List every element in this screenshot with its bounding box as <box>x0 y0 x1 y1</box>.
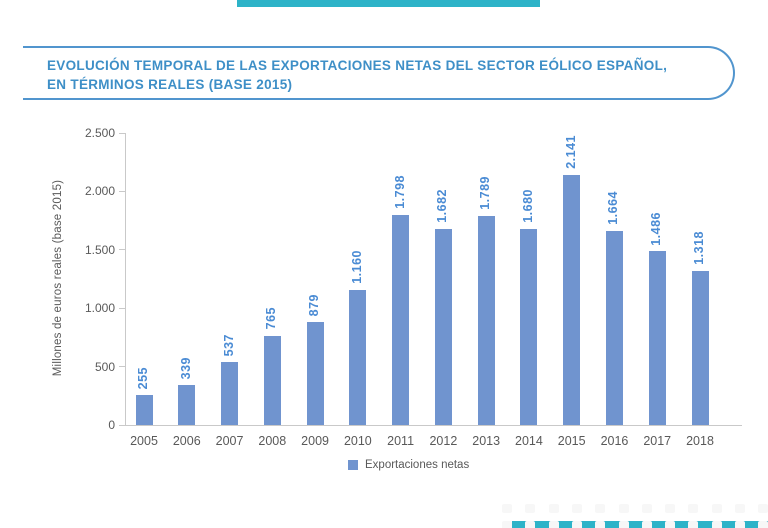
value-label-2018: 1.318 <box>692 231 706 266</box>
y-axis-line <box>125 133 126 425</box>
decor-dot <box>502 504 512 513</box>
bar-2015 <box>563 174 581 425</box>
y-tick-mark <box>119 307 125 309</box>
value-label-2017: 1.486 <box>649 211 664 246</box>
decor-dot <box>711 504 722 513</box>
decor-dot <box>548 504 559 513</box>
value-label-2011: 1.798 <box>392 175 407 209</box>
x-tick-label-2010: 2010 <box>343 434 372 448</box>
value-label-2005: 255 <box>136 366 150 390</box>
decor-dot <box>758 504 768 513</box>
legend-label: Exportaciones netas <box>365 459 470 471</box>
value-label-2007: 537 <box>221 333 236 357</box>
bar-2009 <box>306 322 324 425</box>
bar-2014 <box>520 228 538 425</box>
decor-dot <box>665 521 676 528</box>
x-tick-label-2009: 2009 <box>301 434 329 448</box>
y-tick-label: 2.000 <box>84 184 115 199</box>
x-tick-label-2018: 2018 <box>686 434 714 448</box>
bar-2011 <box>392 214 410 425</box>
x-tick-label-2012: 2012 <box>429 434 458 448</box>
bar-2017 <box>648 251 666 425</box>
y-tick-mark <box>119 424 125 426</box>
bar-2010 <box>349 289 367 425</box>
y-tick-mark <box>119 190 125 192</box>
decor-dot <box>711 521 722 528</box>
bar-2016 <box>605 230 623 425</box>
decor-dot <box>688 504 699 513</box>
decor-dot <box>525 521 536 528</box>
decor-dot <box>688 521 699 528</box>
value-label-2016: 1.664 <box>606 190 621 225</box>
value-label-2010: 1.160 <box>349 249 364 284</box>
y-tick-label: 1.000 <box>84 301 115 316</box>
decor-dot <box>548 521 559 528</box>
decor-dot <box>618 504 629 513</box>
decor-dot <box>525 504 536 513</box>
y-tick-mark <box>119 132 125 134</box>
legend-swatch-icon <box>348 460 358 470</box>
x-tick-label-2015: 2015 <box>557 434 586 448</box>
y-tick-label: 0 <box>108 418 115 432</box>
decor-dot <box>502 521 512 528</box>
x-tick-label-2008: 2008 <box>258 434 287 448</box>
decor-dot <box>758 521 768 528</box>
bar-2007 <box>221 362 239 425</box>
decor-dot <box>735 521 745 528</box>
decor-dot <box>595 504 606 513</box>
decor-dot <box>735 504 745 513</box>
x-tick-label-2011: 2011 <box>387 434 415 448</box>
bar-2013 <box>477 216 495 425</box>
chart-title-line-2: EN TÉRMINOS REALES (BASE 2015) <box>47 77 293 92</box>
value-label-2008: 765 <box>264 307 279 330</box>
chart-title-line-1: EVOLUCIÓN TEMPORAL DE LAS EXPORTACIONES … <box>47 58 668 73</box>
x-tick-label-2017: 2017 <box>643 434 672 448</box>
x-tick-label-2006: 2006 <box>172 434 201 448</box>
value-label-2013: 1.789 <box>478 176 493 211</box>
x-tick-label-2007: 2007 <box>215 434 244 448</box>
y-tick-mark <box>119 249 125 251</box>
decor-dot <box>571 504 582 513</box>
bar-2018 <box>691 271 709 425</box>
bar-2006 <box>178 385 196 425</box>
bottom-accent-bar <box>512 521 768 528</box>
value-label-2006: 339 <box>178 357 193 380</box>
decor-dot <box>571 521 582 528</box>
x-tick-label-2014: 2014 <box>515 434 543 448</box>
y-tick-label: 2.500 <box>84 126 115 140</box>
decor-dot <box>665 504 676 513</box>
bar-2012 <box>434 228 452 425</box>
decor-dot <box>595 521 606 528</box>
value-label-2012: 1.682 <box>435 188 450 223</box>
decor-dot <box>641 521 652 528</box>
value-label-2015: 2.141 <box>563 135 578 169</box>
x-axis-line <box>125 425 742 426</box>
decor-dot <box>618 521 629 528</box>
legend: Exportaciones netas <box>348 459 469 471</box>
y-tick-label: 500 <box>94 359 115 374</box>
x-tick-label-2005: 2005 <box>130 434 158 448</box>
decor-dot <box>641 504 652 513</box>
top-accent-bar <box>237 0 540 7</box>
bar-2005 <box>135 395 153 425</box>
value-label-2009: 879 <box>307 293 322 317</box>
x-tick-label-2016: 2016 <box>600 434 629 448</box>
chart-title-box: EVOLUCIÓN TEMPORAL DE LAS EXPORTACIONES … <box>23 46 735 100</box>
x-tick-label-2013: 2013 <box>472 434 501 448</box>
bar-2008 <box>263 335 281 425</box>
y-tick-label: 1.500 <box>84 242 115 257</box>
value-label-2014: 1.680 <box>520 189 535 223</box>
y-tick-mark <box>119 366 125 368</box>
